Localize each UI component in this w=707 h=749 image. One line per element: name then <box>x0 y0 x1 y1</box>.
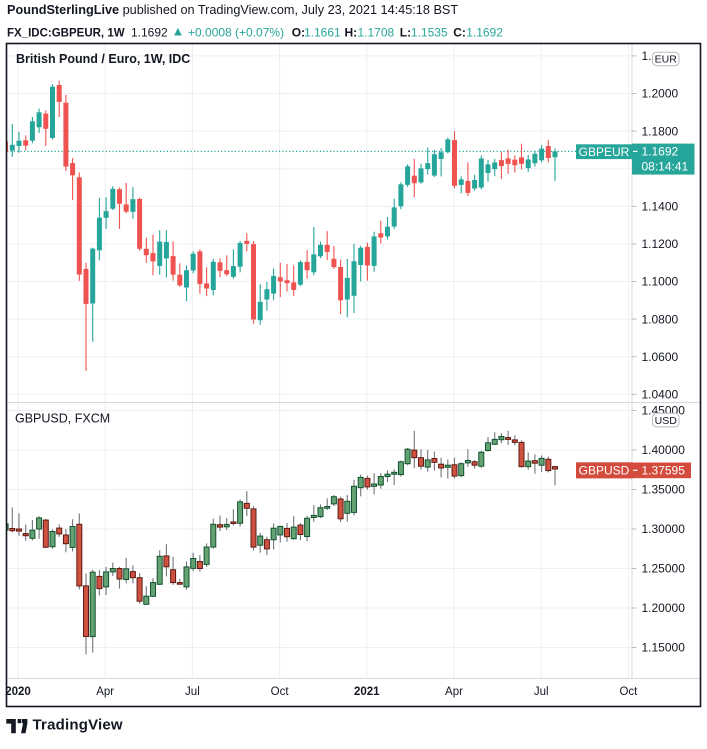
svg-text:GBPUSD, FXCM: GBPUSD, FXCM <box>15 411 110 425</box>
svg-text:1.20000: 1.20000 <box>642 601 686 615</box>
svg-text:L:: L: <box>400 26 411 40</box>
svg-text:1.30000: 1.30000 <box>642 522 686 536</box>
svg-text:1.37595: 1.37595 <box>642 464 686 478</box>
svg-text:Apr: Apr <box>445 686 463 698</box>
svg-text:GBPUSD: GBPUSD <box>579 464 630 478</box>
svg-text:Oct: Oct <box>619 686 638 698</box>
svg-text:1.: 1. <box>642 49 652 63</box>
svg-text:TradingView: TradingView <box>33 716 123 733</box>
svg-text:Apr: Apr <box>96 686 114 698</box>
svg-text:▲: ▲ <box>172 24 185 39</box>
svg-text:H:: H: <box>345 26 358 40</box>
svg-text:2020: 2020 <box>5 686 31 698</box>
svg-text:1.1000: 1.1000 <box>642 275 679 289</box>
svg-text:1.15000: 1.15000 <box>642 641 686 655</box>
svg-text:08:14:41: 08:14:41 <box>642 160 689 174</box>
svg-text:Oct: Oct <box>271 686 290 698</box>
svg-text:1.25000: 1.25000 <box>642 562 686 576</box>
svg-text:+0.0008 (+0.07%): +0.0008 (+0.07%) <box>188 26 284 40</box>
svg-text:1.40000: 1.40000 <box>642 443 686 457</box>
svg-text:EUR: EUR <box>655 54 678 66</box>
svg-text:1.35000: 1.35000 <box>642 483 686 497</box>
svg-text:Jul: Jul <box>185 686 200 698</box>
svg-text:1.1200: 1.1200 <box>642 237 679 251</box>
svg-text:1.0800: 1.0800 <box>642 312 679 326</box>
svg-text:1.1708: 1.1708 <box>358 26 395 40</box>
svg-text:GBPEUR: GBPEUR <box>579 145 630 159</box>
svg-text:1.1692: 1.1692 <box>642 145 679 159</box>
svg-text:1.1661: 1.1661 <box>304 26 341 40</box>
svg-text:1.1692: 1.1692 <box>131 26 168 40</box>
svg-text:1.0600: 1.0600 <box>642 350 679 364</box>
svg-text:1.1535: 1.1535 <box>411 26 448 40</box>
svg-text:C:: C: <box>453 26 466 40</box>
svg-text:USD: USD <box>655 415 678 427</box>
svg-text:1.1800: 1.1800 <box>642 124 679 138</box>
svg-text:British Pound / Euro, 1W, IDC: British Pound / Euro, 1W, IDC <box>16 52 190 66</box>
svg-text:1.0400: 1.0400 <box>642 388 679 402</box>
svg-text:PoundSterlingLive published on: PoundSterlingLive published on TradingVi… <box>7 3 458 17</box>
svg-text:1.1400: 1.1400 <box>642 200 679 214</box>
svg-text:1.2000: 1.2000 <box>642 87 679 101</box>
svg-text:Jul: Jul <box>534 686 549 698</box>
svg-text:O:: O: <box>292 26 305 40</box>
svg-text:2021: 2021 <box>354 686 380 698</box>
svg-text:FX_IDC:GBPEUR, 1W: FX_IDC:GBPEUR, 1W <box>7 28 125 40</box>
svg-text:1.1692: 1.1692 <box>466 26 503 40</box>
